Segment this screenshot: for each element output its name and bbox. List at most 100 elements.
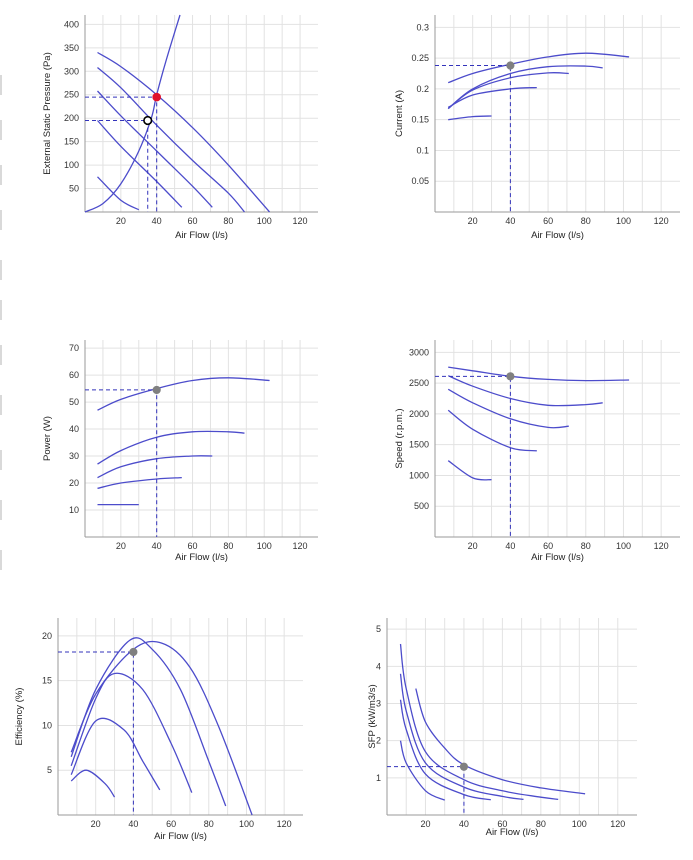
power-grid [85,340,318,537]
speed-x-tick-label: 40 [505,541,515,551]
current-y-tick-label: 0.25 [411,53,429,63]
chart-current: 20 40 60 80 100 120 0.05 0.1 0.15 0.2 0.25 0.3 Air F… [350,0,693,250]
sfp-y-tick-label: 1 [376,773,381,783]
pressure-series-2-line [97,67,245,213]
sfp-series-4-line [399,699,491,801]
efficiency-y-tick-label: 10 [42,720,52,730]
pressure-x-axis-label: Air Flow (l/s) [175,230,228,241]
pressure-series-6-line [84,14,181,213]
chart-current-svg: 20 40 60 80 100 120 0.05 0.1 0.15 0.2 0.25 0.3 Air F… [394,15,680,241]
speed-series-3-line [447,388,569,429]
efficiency-guide-line [58,651,134,815]
power-y-tick-label: 10 [69,505,79,515]
pressure-series-1-line [97,51,271,213]
sfp-x-tick-label: 40 [459,819,469,829]
sfp-y-axis-label: SFP (kW/m3/s) [367,684,378,748]
speed-y-tick-label: 2000 [409,409,429,419]
pressure-y-tick-label: 50 [69,184,79,194]
sfp-marker-1 [459,762,469,771]
sidebar-edge-mark [0,120,2,140]
power-series-3-line [97,455,213,479]
current-marker-1 [506,61,515,70]
sidebar-edge-mark [0,210,2,230]
sfp-y-tick-label: 3 [376,698,381,708]
pressure-series-4-line [97,120,183,208]
current-y-tick-label: 0.2 [416,84,429,94]
power-y-axis-label: Power (W) [42,416,53,461]
power-y-tick-label: 60 [69,370,79,380]
efficiency-series-4-line [70,717,161,791]
pressure-y-tick-label: 250 [64,90,79,100]
sidebar-edge-mark [0,260,2,280]
sfp-series-3-line [399,673,524,801]
speed-y-tick-label: 500 [414,501,429,511]
speed-guide-line [435,375,511,537]
current-series-3-line [447,72,569,110]
pressure-marker-1 [152,92,161,102]
pressure-series-3-line [97,90,213,208]
pressure-y-axis-label: External Static Pressure (Pa) [42,52,53,175]
current-x-axis-label: Air Flow (l/s) [531,230,584,241]
power-x-tick-label: 40 [152,541,162,551]
sidebar-edge-mark [0,500,2,520]
sidebar-edge-mark [0,300,2,320]
speed-x-tick-label: 100 [616,541,631,551]
current-y-tick-label: 0.1 [416,145,429,155]
power-y-tick-label: 30 [69,451,79,461]
pressure-grid [85,15,318,212]
chart-sfp: 20 40 60 80 100 120 1 2 3 4 5 Air Flow (l/s) SFP (kW… [340,610,680,860]
efficiency-y-tick-label: 20 [42,631,52,641]
pressure-x-tick-label: 40 [152,216,162,226]
speed-y-tick-label: 3000 [409,347,429,357]
power-marker-1 [152,385,161,395]
pressure-y-tick-label: 400 [64,19,79,29]
efficiency-y-tick-label: 5 [47,765,52,775]
pressure-y-tick-label: 300 [64,66,79,76]
current-x-tick-label: 40 [505,216,515,226]
power-x-tick-label: 80 [223,541,233,551]
speed-x-tick-label: 120 [654,541,669,551]
sfp-series-2-line [399,643,559,801]
current-y-axis-label: Current (A) [394,90,405,137]
sfp-x-tick-label: 80 [536,819,546,829]
efficiency-marker-1 [129,647,138,657]
pressure-y-tick-label: 350 [64,43,79,53]
sfp-x-tick-label: 20 [420,819,430,829]
current-grid [435,15,680,212]
sfp-y-tick-label: 2 [376,736,381,746]
efficiency-series-1-line [70,640,253,816]
power-series-2-line [97,430,245,465]
sidebar-edge-mark [0,395,2,415]
sfp-series-5-line [399,740,445,801]
efficiency-series-5-line [70,769,116,798]
speed-series-2-line [447,375,603,407]
pressure-y-tick-label: 100 [64,160,79,170]
chart-efficiency: 20 40 60 80 100 120 5 10 15 20 Air Flow (l/s) Effic… [0,610,320,860]
current-y-tick-label: 0.3 [416,22,429,32]
efficiency-x-axis-label: Air Flow (l/s) [154,831,207,842]
power-x-tick-label: 100 [257,541,272,551]
efficiency-x-tick-label: 100 [239,819,254,829]
sfp-x-tick-label: 100 [572,819,587,829]
efficiency-x-tick-label: 60 [166,819,176,829]
sidebar-edge-mark [0,75,2,95]
chart-speed: 20 40 60 80 100 120 500 1000 1500 2000 2500 3000 Air… [350,325,693,575]
pressure-series-5-line [97,176,140,211]
sfp-grid [387,618,637,815]
power-x-tick-label: 120 [293,541,308,551]
chart-pressure: 20 40 60 80 100 120 50 100 150 200 250 300 350 400 Air… [0,0,340,250]
power-y-tick-label: 20 [69,478,79,488]
pressure-marker-2 [143,115,153,126]
sfp-x-tick-label: 60 [497,819,507,829]
pressure-x-tick-label: 60 [188,216,198,226]
power-y-tick-label: 50 [69,397,79,407]
sfp-x-axis-label: Air Flow (l/s) [486,827,539,838]
speed-y-axis-label: Speed (r.p.m.) [394,408,405,468]
current-x-tick-label: 100 [616,216,631,226]
efficiency-grid [58,618,303,815]
chart-power: 20 40 60 80 100 120 10 20 30 40 50 60 70 Air Flow (l/… [0,325,340,575]
power-y-tick-label: 40 [69,424,79,434]
efficiency-y-axis-label: Efficiency (%) [14,688,25,746]
speed-series-1-line [448,366,630,382]
efficiency-x-tick-label: 40 [128,819,138,829]
